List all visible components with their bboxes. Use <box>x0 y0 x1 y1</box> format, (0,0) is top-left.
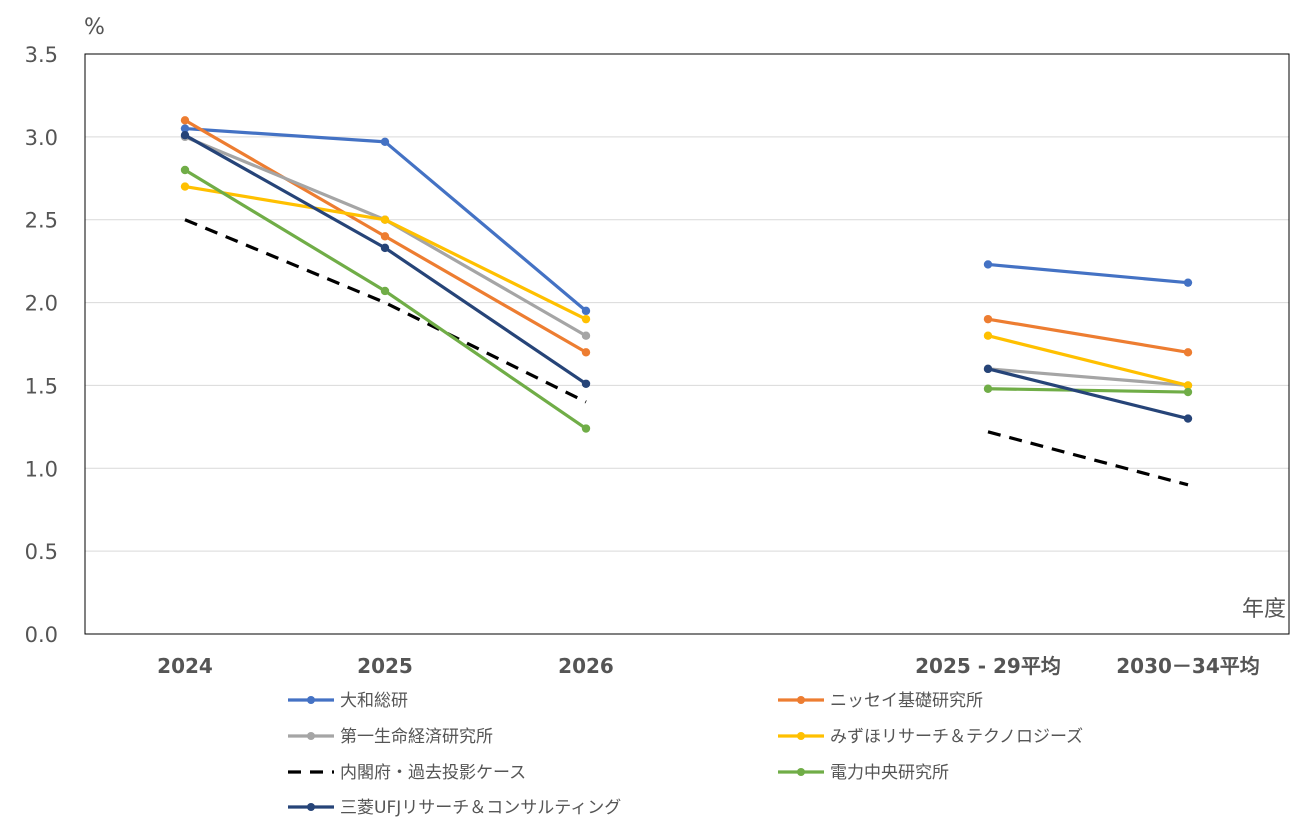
data-point <box>180 116 190 125</box>
x-tick-label: 2024 <box>157 654 213 678</box>
data-point <box>983 314 993 324</box>
plot-area-frame <box>84 53 1290 635</box>
data-point <box>380 215 390 224</box>
series-line-4-0 <box>184 218 587 404</box>
legend-label: 電力中央研究所 <box>830 763 949 783</box>
data-point <box>380 286 390 296</box>
y-tick-label: 0.0 <box>25 623 58 647</box>
data-point <box>581 314 591 324</box>
data-point <box>581 348 591 357</box>
data-point <box>581 331 591 340</box>
legend-marker <box>797 768 805 776</box>
data-point <box>180 124 190 133</box>
legend-label: 三菱UFJリサーチ＆コンサルティング <box>340 798 621 818</box>
legend-marker <box>307 803 315 811</box>
x-tick-label: 2025 - 29平均 <box>915 654 1061 678</box>
legend-label: 第一生命経済研究所 <box>340 727 493 747</box>
data-point <box>380 137 390 147</box>
series-2 <box>180 132 1193 390</box>
series-line-2-1 <box>987 367 1189 388</box>
series-line-3-1 <box>987 334 1189 387</box>
series-line-6-1 <box>987 367 1189 421</box>
gridlines <box>85 136 1289 552</box>
legend-label: 大和総研 <box>340 691 408 711</box>
series-5 <box>180 165 1193 433</box>
legend-label: みずほリサーチ＆テクノロジーズ <box>830 727 1083 747</box>
data-point <box>180 165 190 175</box>
legend-item: 電力中央研究所 <box>778 763 949 783</box>
series-6 <box>180 131 1193 423</box>
series-line-1-1 <box>987 317 1189 354</box>
data-point <box>1183 348 1193 357</box>
legend-marker <box>307 732 315 740</box>
data-point <box>1183 414 1193 423</box>
series-line-5-1 <box>987 387 1189 394</box>
legend-marker <box>797 732 805 740</box>
data-point <box>581 379 591 388</box>
series-0 <box>180 124 1193 316</box>
y-tick-label: 2.5 <box>25 209 58 233</box>
x-axis-ticks: 2024 2025 2026 2025 - 29平均 2030－34平均 <box>157 654 1260 678</box>
legend-item: 大和総研 <box>288 691 408 711</box>
y-tick-label: 3.5 <box>25 43 58 67</box>
legend-label: ニッセイ基礎研究所 <box>830 691 983 711</box>
data-point <box>1183 381 1193 390</box>
series-1 <box>180 116 1193 357</box>
y-axis-ticks: 0.0 0.5 1.0 1.5 2.0 2.5 3.0 3.5 <box>25 43 58 647</box>
legend-marker <box>307 696 315 704</box>
y-tick-label: 0.5 <box>25 540 58 564</box>
data-point <box>983 364 993 374</box>
data-point <box>380 243 390 253</box>
data-point <box>581 306 591 316</box>
y-tick-label: 1.5 <box>25 374 58 398</box>
y-unit-label: % <box>84 15 105 40</box>
y-tick-label: 2.0 <box>25 292 58 316</box>
legend-item: 三菱UFJリサーチ＆コンサルティング <box>288 798 621 818</box>
legend-marker <box>797 696 805 704</box>
x-tick-label: 2026 <box>558 654 614 678</box>
data-point <box>180 131 190 140</box>
series-4 <box>184 218 1189 487</box>
data-point <box>1183 387 1193 397</box>
data-point <box>180 182 190 191</box>
y-tick-label: 1.0 <box>25 457 58 481</box>
legend-item: ニッセイ基礎研究所 <box>778 691 983 711</box>
series-3 <box>180 182 1193 390</box>
data-point <box>581 424 591 433</box>
series-line-0-1 <box>987 262 1189 285</box>
data-point <box>380 232 390 241</box>
data-point <box>983 384 993 393</box>
legend-item: 第一生命経済研究所 <box>288 727 493 747</box>
data-point <box>983 331 993 340</box>
x-unit-label: 年度 <box>1242 597 1286 622</box>
data-point <box>1183 278 1193 287</box>
data-point <box>983 260 993 269</box>
x-tick-label: 2025 <box>357 654 413 678</box>
series-line-4-1 <box>987 430 1189 487</box>
y-tick-label: 3.0 <box>25 126 58 150</box>
x-tick-label: 2030－34平均 <box>1116 654 1260 678</box>
legend-item: みずほリサーチ＆テクノロジーズ <box>778 727 1083 747</box>
legend-label: 内閣府・過去投影ケース <box>340 763 526 783</box>
series-group <box>180 116 1193 487</box>
legend-item: 内閣府・過去投影ケース <box>288 763 526 783</box>
